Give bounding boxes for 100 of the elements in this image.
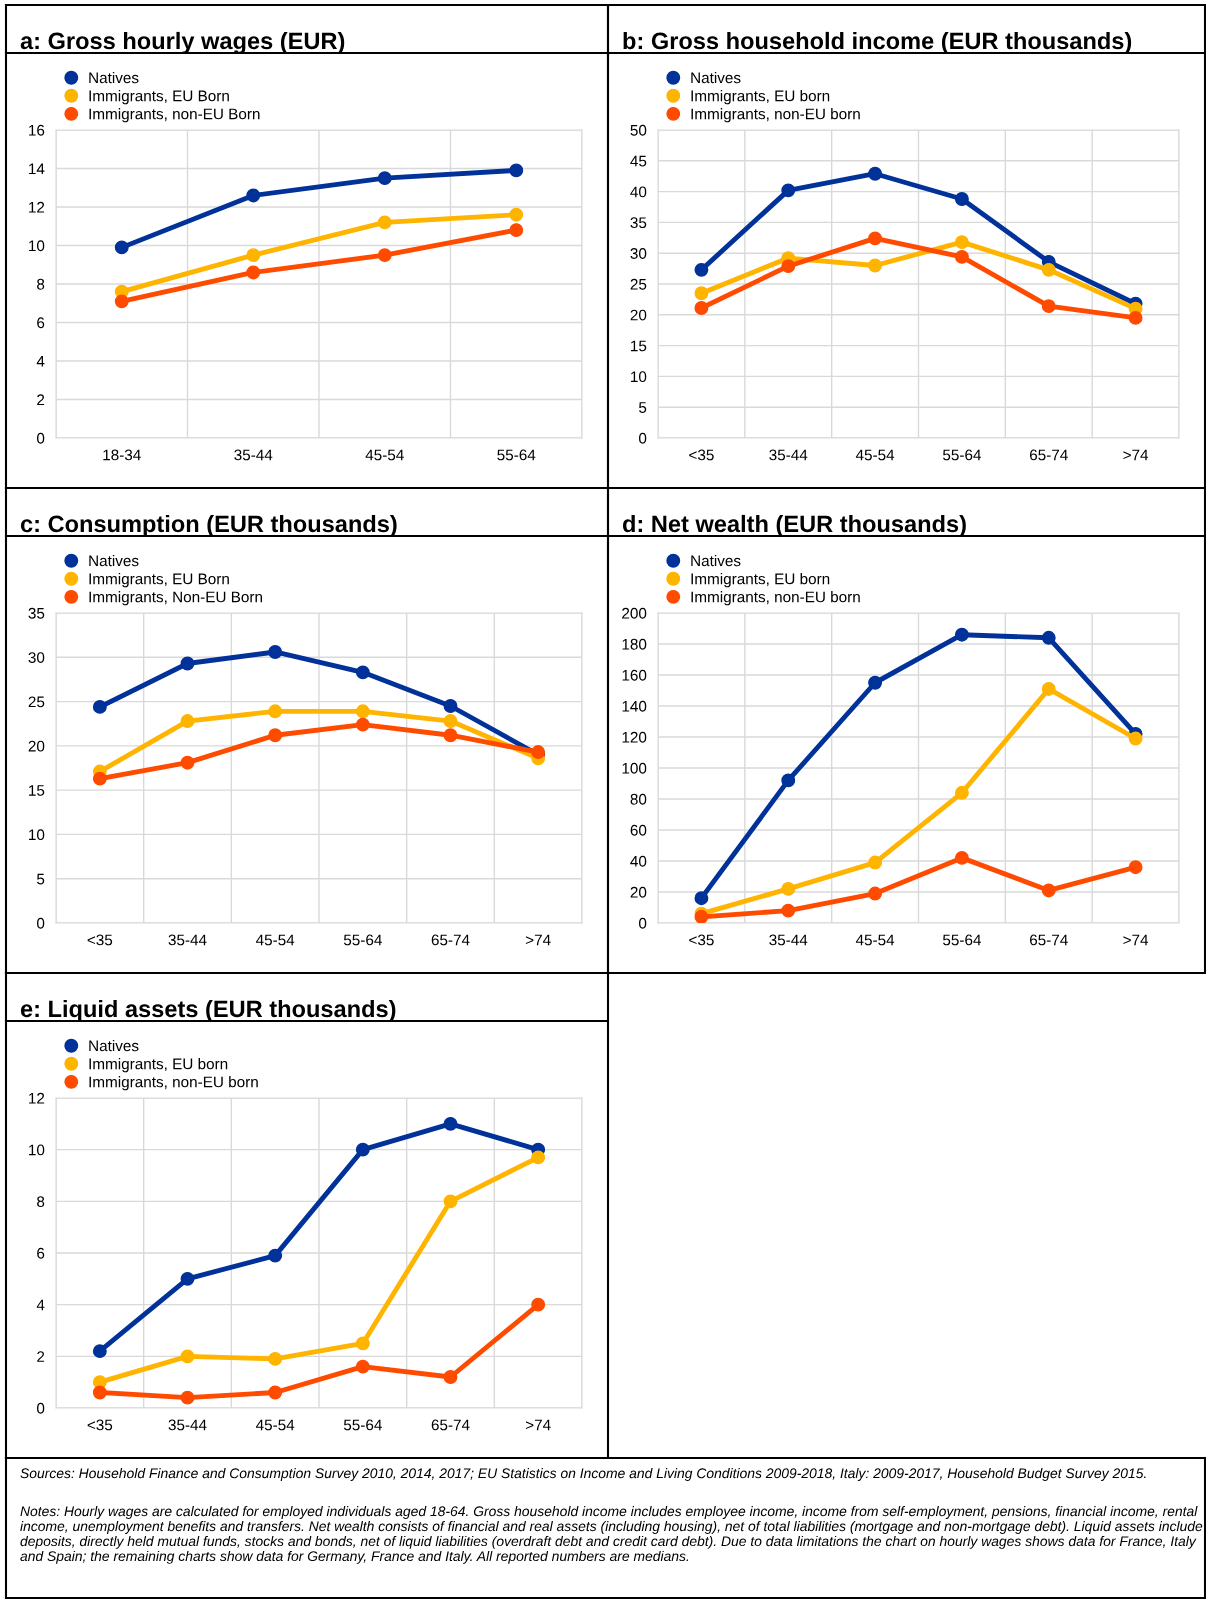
- point: [868, 166, 883, 181]
- point: [954, 192, 969, 206]
- chart-title: d: Net wealth (EUR thousands): [622, 514, 966, 537]
- x-tick-label: 45-54: [255, 1419, 295, 1431]
- point: [868, 675, 883, 690]
- point: [1041, 883, 1056, 898]
- y-tick-label: 0: [36, 917, 45, 929]
- x-tick-label: 45-54: [855, 449, 895, 461]
- y-tick-label: 35: [630, 217, 647, 229]
- point: [1041, 262, 1056, 277]
- point: [443, 1370, 458, 1384]
- x-tick-label: 55-64: [942, 934, 982, 946]
- y-tick-label: 2: [37, 394, 45, 406]
- point: [246, 265, 261, 280]
- y-tick-label: 20: [28, 740, 45, 752]
- point: [443, 1116, 458, 1131]
- y-tick-label: 4: [36, 356, 45, 367]
- y-tick-label: 120: [622, 731, 647, 743]
- point: [694, 301, 709, 315]
- y-tick-label: 10: [29, 1144, 45, 1156]
- y-tick-label: 12: [29, 1092, 45, 1104]
- point: [180, 656, 195, 671]
- legend-label: Natives: [89, 1040, 139, 1052]
- y-tick-label: 140: [622, 700, 647, 712]
- y-tick-label: 14: [29, 163, 45, 175]
- point: [246, 248, 261, 263]
- x-tick-label: 55-64: [497, 449, 536, 461]
- y-tick-label: 30: [28, 652, 45, 663]
- point: [268, 645, 283, 659]
- y-tick-label: 10: [29, 829, 45, 841]
- y-tick-label: 16: [29, 124, 45, 136]
- x-tick-label: 45-54: [255, 934, 295, 946]
- point: [443, 714, 458, 729]
- x-tick-label: 18-34: [103, 449, 141, 461]
- point: [781, 259, 796, 274]
- point: [509, 163, 524, 178]
- x-tick-label: 55-64: [343, 934, 382, 946]
- y-tick-label: 8: [37, 278, 45, 290]
- point: [355, 717, 370, 732]
- y-tick-label: 0: [36, 1402, 45, 1414]
- point: [92, 699, 107, 714]
- point: [781, 773, 796, 788]
- x-tick-label: >74: [525, 1419, 551, 1431]
- point: [355, 1359, 370, 1374]
- legend-label: Natives: [691, 72, 741, 84]
- x-tick-label: >74: [525, 934, 551, 946]
- legend-label: Immigrants, EU born: [89, 1058, 228, 1073]
- y-tick-label: 0: [638, 432, 647, 444]
- y-tick-label: 20: [630, 886, 647, 898]
- point: [355, 1142, 370, 1157]
- point: [954, 249, 969, 264]
- x-tick-label: >74: [1123, 449, 1149, 461]
- point: [355, 1336, 370, 1351]
- text: Notes: Hourly wages are calculated for employed individuals aged 18-64. Gross household income includes employee income, income from self-employment, pensions, financial income, rental income, unemployment benefits and transfers. Net wealth consists of financial and real assets (including housing), net of total liabilities (mortgage and non-mortgage debt). Liquid assets include deposits, directly held mutual funds, stocks and bonds, net of liquid liabilities (overdraft debt and credit card debt). Due to data limitations the chart on hourly wages shows data for France, Italy and Spain; the remaining charts show data for Germany, France and Italy. All reported numbers are medians.: [20, 1506, 1203, 1564]
- y-tick-label: 5: [639, 402, 647, 413]
- y-tick-label: 6: [37, 317, 45, 329]
- x-tick-label: 55-64: [343, 1419, 382, 1431]
- point: [531, 1297, 546, 1312]
- legend-label: Immigrants, non-EU born: [691, 108, 860, 123]
- point: [1128, 731, 1143, 746]
- legend-label: Immigrants, EU born: [691, 573, 830, 588]
- y-tick-label: 8: [37, 1196, 45, 1208]
- point: [377, 248, 392, 263]
- point: [268, 728, 283, 743]
- y-tick-label: 2: [37, 1351, 45, 1362]
- y-tick-label: 4: [36, 1299, 45, 1311]
- point: [268, 704, 283, 719]
- point: [509, 207, 524, 222]
- y-tick-label: 20: [630, 309, 647, 321]
- point: [180, 714, 195, 729]
- legend-label: Immigrants, non-EU Born: [89, 108, 260, 123]
- y-tick-label: 100: [622, 762, 647, 774]
- x-tick-label: 35-44: [769, 449, 808, 461]
- y-tick-label: 25: [630, 278, 647, 290]
- y-tick-label: 60: [630, 824, 647, 836]
- point: [92, 1344, 107, 1359]
- point: [114, 240, 129, 255]
- y-tick-label: 160: [622, 669, 647, 681]
- y-tick-label: 35: [28, 607, 45, 619]
- source-note: Sources: Household Finance and Consumption Survey 2010, 2014, 2017; EU Statistics on Income and Living Conditions 2009-2018, Italy: 2009-2017, Household Budget Survey 2015.: [20, 1468, 1146, 1481]
- x-tick-label: 55-64: [942, 449, 982, 461]
- point: [114, 294, 129, 309]
- point: [180, 755, 195, 770]
- point: [694, 891, 709, 906]
- y-tick-label: 15: [631, 340, 647, 352]
- point: [1041, 630, 1056, 645]
- point: [868, 258, 883, 273]
- x-tick-label: <35: [689, 934, 714, 946]
- legend-label: Natives: [89, 555, 139, 567]
- point: [694, 262, 709, 277]
- legend-label: Immigrants, Non-EU Born: [89, 591, 262, 606]
- point: [954, 785, 969, 800]
- point: [443, 728, 458, 743]
- point: [180, 1390, 195, 1405]
- x-tick-label: <35: [87, 1419, 113, 1431]
- chart-title: a: Gross hourly wages (EUR): [20, 31, 345, 54]
- legend-label: Natives: [691, 555, 741, 567]
- point: [1041, 682, 1056, 696]
- point: [268, 1385, 283, 1400]
- x-tick-label: 35-44: [168, 934, 207, 946]
